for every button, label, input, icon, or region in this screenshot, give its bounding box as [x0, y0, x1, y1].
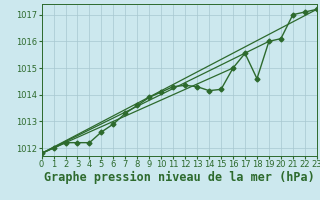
X-axis label: Graphe pression niveau de la mer (hPa): Graphe pression niveau de la mer (hPa)	[44, 171, 315, 184]
